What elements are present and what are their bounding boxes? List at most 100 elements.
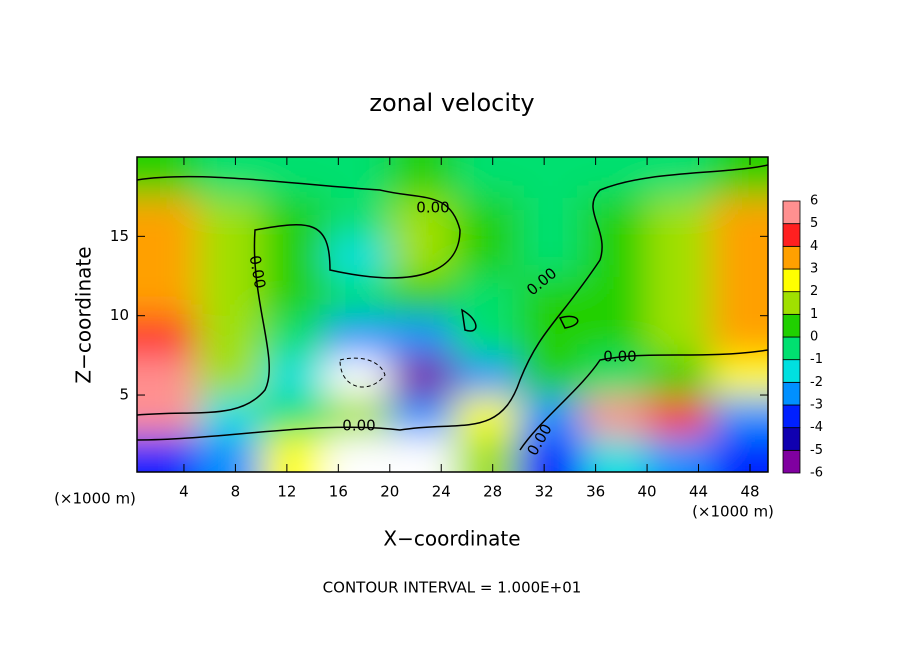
contour-label: 0.00: [342, 417, 375, 435]
y-tick-label: 5: [119, 386, 129, 404]
colorbar-swatch: [782, 268, 801, 293]
field-cell: [647, 276, 713, 317]
colorbar-label: -3: [810, 398, 823, 413]
field-cell: [582, 315, 649, 357]
field-cell: [261, 276, 327, 317]
field-cell: [454, 395, 520, 436]
field-cell: [137, 434, 198, 472]
x-tick-label: 20: [380, 483, 399, 501]
field-cell: [137, 395, 198, 436]
colorbar-label: -6: [810, 466, 823, 481]
cells: [137, 157, 768, 472]
field-cell: [454, 157, 520, 198]
field-cell: [389, 395, 456, 436]
colorbar-swatch: [782, 381, 801, 406]
colorbar-swatch: [782, 427, 801, 451]
contours: [137, 164, 768, 451]
field-cell: [325, 157, 391, 198]
contour-line: [461, 308, 579, 332]
field-cell: [196, 355, 263, 397]
contour-label: 0.00: [246, 254, 270, 290]
colorbar-label: 5: [810, 216, 818, 231]
field-cell: [196, 315, 263, 357]
chart-title: zonal velocity: [369, 89, 534, 117]
contour-line: [137, 175, 461, 416]
contour-line: [339, 357, 386, 388]
footer: CONTOUR INTERVAL = 1.000E+01: [323, 579, 582, 597]
field-cell: [261, 355, 327, 397]
field-cell: [325, 236, 391, 278]
field-cell: [647, 236, 713, 278]
field-cell: [325, 434, 391, 472]
colorbar-swatch: [782, 223, 801, 247]
field-cell: [389, 315, 456, 357]
field-cell: [389, 157, 456, 198]
field-cell: [261, 236, 327, 278]
x-tick-label: 16: [329, 483, 348, 501]
field-cell: [454, 196, 520, 238]
field-cell: [454, 236, 520, 278]
x-tick-label: 28: [483, 483, 502, 501]
x-tick-label: 40: [638, 483, 657, 501]
field-cell: [196, 236, 263, 278]
colorbar-label: 2: [810, 284, 818, 299]
x-tick-label: 36: [586, 483, 605, 501]
field-cell: [137, 236, 198, 278]
field-cell: [389, 236, 456, 278]
colorbar-label: 4: [810, 239, 818, 254]
field-cell: [711, 196, 768, 238]
field-cell: [261, 157, 327, 198]
x-tick-label: 4: [179, 483, 189, 501]
field-cell: [196, 434, 263, 472]
field-cell: [196, 196, 263, 238]
field-cell: [711, 276, 768, 317]
field-cell: [454, 315, 520, 357]
field-cell: [518, 355, 584, 397]
field-cell: [711, 236, 768, 278]
x-tick-label: 24: [432, 483, 451, 501]
field-cell: [454, 434, 520, 472]
field-cell: [518, 434, 584, 472]
field-cell: [518, 196, 584, 238]
field-cell: [518, 276, 584, 317]
x-tick-label: 8: [231, 483, 241, 501]
y-unit: (×1000 m): [692, 503, 774, 521]
plot-frame: [136, 156, 769, 473]
field-cell: [325, 355, 391, 397]
field-cell: [261, 315, 327, 357]
y-axis-label: Z−coordinate: [72, 246, 96, 383]
field-cell: [647, 157, 713, 198]
field-cell: [137, 196, 198, 238]
field-cell: [711, 315, 768, 357]
colorbar-label: -5: [810, 443, 823, 458]
colorbar-swatch: [782, 200, 801, 225]
x-tick-label: 48: [740, 483, 759, 501]
field-cell: [454, 276, 520, 317]
x-tick-label: 32: [535, 483, 554, 501]
field-cell: [137, 355, 198, 397]
field-cell: [518, 395, 584, 436]
field-cell: [647, 315, 713, 357]
field-cell: [196, 276, 263, 317]
field-cell: [325, 276, 391, 317]
field-cell: [518, 157, 584, 198]
x-tick-label: 44: [689, 483, 708, 501]
field-cell: [711, 157, 768, 198]
field-cell: [325, 196, 391, 238]
field-cell: [518, 315, 584, 357]
x-axis-label: X−coordinate: [383, 527, 520, 551]
field-cell: [647, 434, 713, 472]
field-cell: [582, 355, 649, 397]
colorbar-swatch: [782, 404, 801, 429]
y-tick-label: 10: [110, 306, 129, 324]
field-cell: [711, 395, 768, 436]
colorbar-swatch: [782, 313, 801, 338]
colorbar-swatch: [782, 291, 801, 315]
field-cell: [647, 355, 713, 397]
contour-line: [137, 164, 768, 441]
field-cell: [325, 395, 391, 436]
field-cell: [137, 315, 198, 357]
field: [137, 157, 768, 472]
colorbar-label: -4: [810, 420, 823, 435]
field-cell: [261, 196, 327, 238]
